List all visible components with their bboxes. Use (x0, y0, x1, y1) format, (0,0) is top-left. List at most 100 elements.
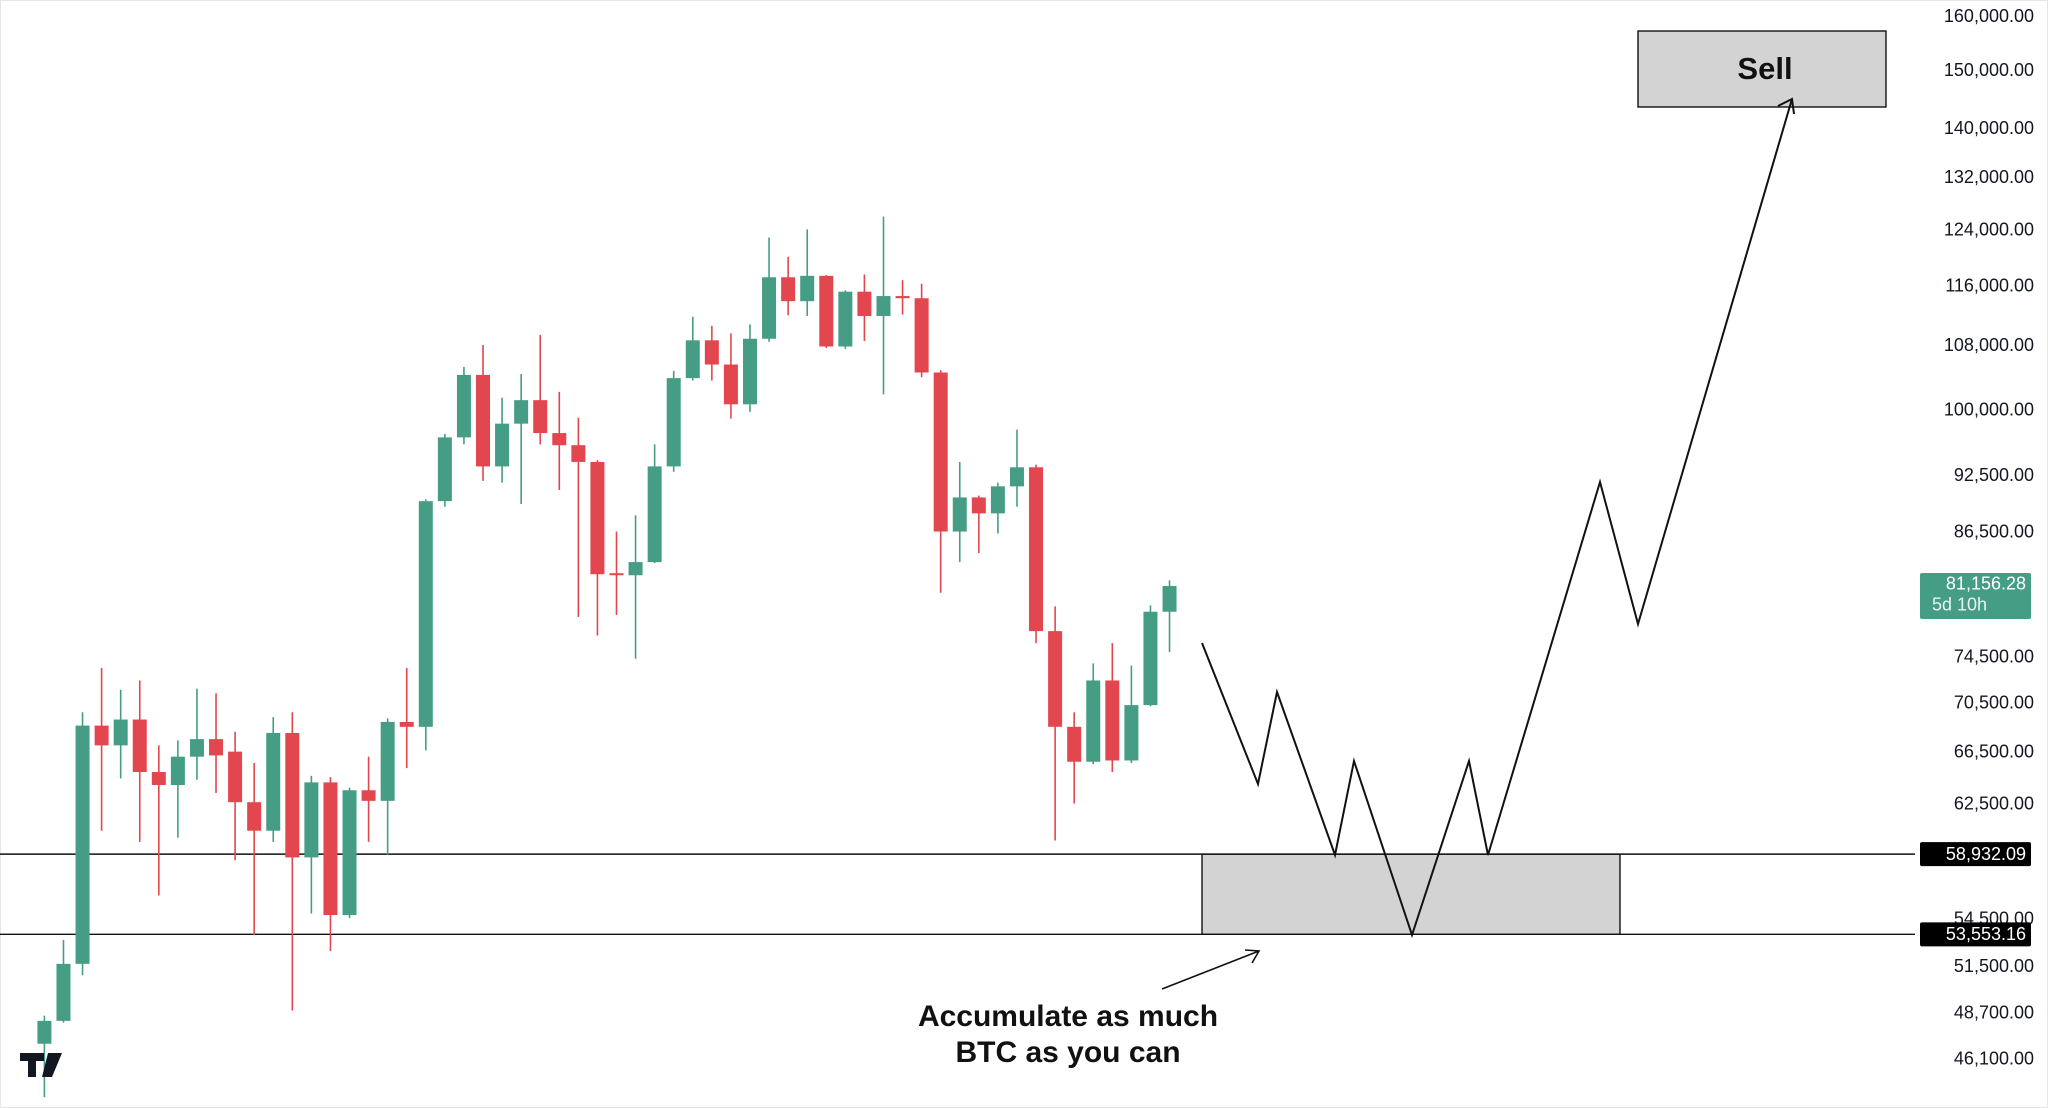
candle-body (1124, 705, 1139, 761)
candle-body (456, 374, 471, 438)
candle-body (361, 790, 376, 801)
candle-body (132, 719, 147, 773)
annotation-line: BTC as you can (955, 1036, 1180, 1069)
pointer-arrow (1161, 950, 1260, 990)
countdown-label: 5d 10h (1932, 595, 1987, 615)
y-tick-label: 116,000.00 (1945, 275, 2034, 295)
candle-body (304, 782, 319, 858)
candle-body (151, 772, 166, 785)
arrow-head (1777, 97, 1795, 115)
candles (37, 216, 1177, 1098)
price-tag-label: 81,156.28 (1946, 574, 2026, 594)
candle-body (609, 573, 624, 576)
y-tick-label: 48,700.00 (1954, 1003, 2034, 1023)
candle-body (895, 296, 910, 299)
y-tick-label: 86,500.00 (1954, 521, 2034, 541)
candle-body (685, 340, 700, 379)
y-tick-label: 108,000.00 (1944, 335, 2034, 355)
candle-body (914, 298, 929, 373)
candle-body (628, 562, 643, 576)
candle-body (113, 719, 128, 746)
overlay: Sell Accumulate as much BTC as you can (20, 30, 1887, 1077)
candle-body (533, 400, 548, 434)
y-tick-label: 92,500.00 (1954, 465, 2034, 485)
level-tag (1920, 842, 2031, 867)
candle-body (495, 423, 510, 467)
y-tick-label: 160,000.00 (1944, 6, 2034, 26)
drawings (0, 853, 1915, 936)
candle-body (37, 1020, 52, 1044)
candle-body (1105, 680, 1120, 761)
candle-body (666, 378, 681, 467)
candle-body (971, 497, 986, 514)
candle-body (228, 751, 243, 803)
arrow-head (1244, 949, 1261, 964)
y-tick-label: 70,500.00 (1954, 693, 2034, 713)
candle-body (170, 756, 185, 785)
candle-body (1086, 680, 1101, 762)
y-tick-label: 140,000.00 (1944, 118, 2034, 138)
candle-body (399, 721, 414, 727)
candle-body (380, 721, 395, 801)
candle-body (1009, 467, 1024, 487)
level-tag-label: 53,553.16 (1946, 924, 2026, 944)
candle-body (476, 374, 491, 467)
candle-body (437, 437, 452, 502)
candle-body (189, 739, 204, 757)
y-tick-label: 132,000.00 (1944, 167, 2034, 187)
candle-body (266, 732, 281, 831)
candle-body (933, 372, 948, 532)
level-tag (1920, 922, 2031, 947)
candle-body (571, 445, 586, 462)
candle-body (1162, 585, 1177, 612)
y-tick-label: 100,000.00 (1944, 400, 2034, 420)
price-axis: 160,000.00 150,000.00 140,000.00 132,000.00… (1920, 6, 2034, 1069)
y-tick-label: 51,500.00 (1954, 956, 2034, 976)
logo (20, 1053, 62, 1077)
candle-body (990, 486, 1005, 514)
candle-body (876, 296, 891, 317)
candle-body (342, 790, 357, 916)
sell-box (1637, 30, 1887, 108)
candle-body (209, 739, 224, 756)
candle-body (800, 275, 815, 302)
candle-body (742, 338, 757, 405)
projection-path (1201, 98, 1793, 939)
candle-body (418, 501, 433, 727)
level-tag-label: 58,932.09 (1946, 844, 2026, 864)
candle-body (704, 340, 719, 365)
candle-body (838, 291, 853, 347)
annotation-line: Accumulate as much (918, 1000, 1218, 1033)
candle-body (762, 277, 777, 339)
y-tick-label: 46,100.00 (1954, 1049, 2034, 1069)
candle-body (857, 291, 872, 317)
candle-body (552, 433, 567, 446)
y-tick-label: 74,500.00 (1954, 646, 2034, 666)
candle-body (56, 963, 71, 1021)
candle-body (647, 466, 662, 563)
candle-body (1143, 611, 1158, 706)
candle-body (247, 802, 262, 831)
candle-body (590, 461, 605, 575)
candle-body (1048, 631, 1063, 727)
price-tag (1920, 572, 2031, 619)
candle-body (781, 277, 796, 302)
candle-body (75, 725, 90, 964)
candle-body (323, 782, 338, 916)
candle-body (1029, 467, 1044, 632)
candle-body (952, 497, 967, 532)
candle-body (1067, 726, 1082, 762)
candle-body (514, 400, 529, 424)
candle-body (285, 732, 300, 858)
y-tick-label: 150,000.00 (1944, 60, 2034, 80)
accumulation-zone (1201, 853, 1621, 935)
candle-body (94, 725, 109, 746)
candle-body (819, 275, 834, 347)
y-tick-label: 62,500.00 (1954, 794, 2034, 814)
y-tick-label: 124,000.00 (1944, 219, 2034, 239)
sell-label: Sell (1737, 51, 1792, 86)
y-tick-label: 66,500.00 (1954, 742, 2034, 762)
